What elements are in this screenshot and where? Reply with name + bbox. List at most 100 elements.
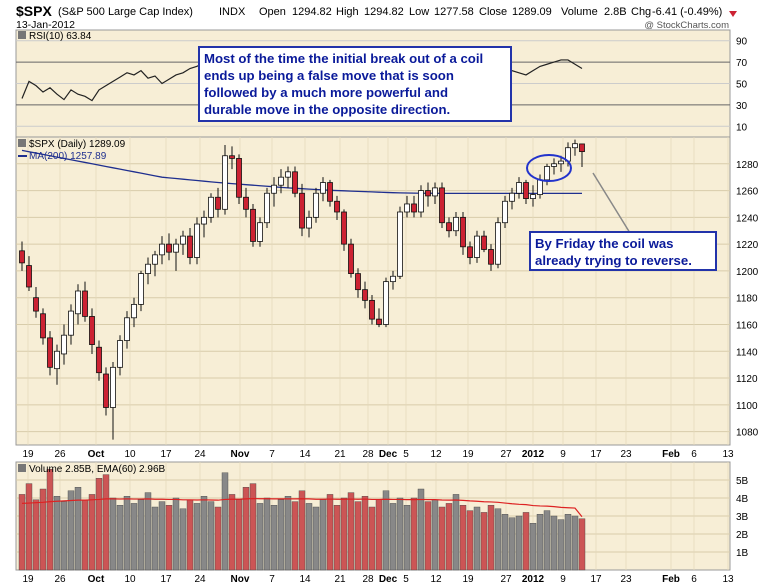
candle-body — [117, 340, 123, 368]
candle-body — [327, 182, 333, 202]
candle-body — [201, 216, 207, 225]
candle-body — [299, 192, 305, 229]
main-annotation-line: followed by a much more powerful and — [204, 85, 448, 100]
watermark: @ StockCharts.com — [644, 20, 729, 31]
volume-bar — [347, 492, 355, 571]
volume-bar — [151, 506, 159, 571]
candle-body — [362, 289, 368, 301]
volume-bar — [109, 497, 117, 571]
candle-body — [173, 243, 179, 253]
candle-body — [187, 235, 193, 258]
volume-bar — [39, 488, 47, 571]
volume-bar — [424, 501, 432, 571]
candle-body — [341, 211, 347, 245]
x-axis-label: 12 — [430, 449, 442, 460]
candle-body — [40, 313, 46, 339]
volume-bar — [277, 499, 285, 571]
candle-body — [68, 310, 74, 336]
price-tick-label: 1260 — [736, 187, 759, 198]
volume-bar — [305, 503, 313, 571]
x-axis-label: 27 — [500, 449, 512, 460]
price-tick-label: 1180 — [736, 294, 758, 305]
x-axis-label: 5 — [403, 449, 409, 460]
price-tick-label: 1120 — [736, 374, 758, 385]
high-label: High — [336, 6, 359, 18]
volume-bar — [396, 497, 404, 571]
main-annotation-line: durable move in the opposite direction. — [204, 102, 451, 117]
candle-body — [355, 273, 361, 291]
main-annotation-line: ends up being a false move that is soon — [204, 68, 454, 83]
volume-bar — [144, 492, 152, 571]
rsi-tick-label: 10 — [736, 122, 748, 133]
candle-body — [264, 192, 270, 224]
open-value: 1294.82 — [292, 6, 332, 18]
chg-value: -6.41 (-0.49%) — [652, 6, 722, 18]
rsi-legend-swatch — [18, 31, 26, 39]
volume-bar — [186, 499, 194, 571]
x-axis-label: 9 — [560, 449, 566, 460]
volume-bar — [53, 496, 61, 571]
candle-body — [334, 200, 340, 213]
candle-body — [418, 190, 424, 213]
x-axis-label: 10 — [124, 449, 136, 460]
candle-body — [278, 176, 284, 186]
volume-bar — [550, 515, 558, 571]
chart-date: 13-Jan-2012 — [16, 19, 75, 31]
main-annotation-line: Most of the time the initial break out o… — [204, 51, 484, 66]
index-name: (S&P 500 Large Cap Index) — [58, 6, 193, 18]
candle-body — [502, 200, 508, 224]
volume-label: Volume — [561, 6, 598, 18]
price-label: $SPX (Daily) 1289.09 — [29, 139, 126, 150]
candle-body — [551, 163, 557, 167]
x-axis-label: 13 — [722, 574, 734, 585]
volume-bar — [263, 497, 271, 571]
rsi-tick-label: 30 — [736, 101, 748, 112]
volume-bar — [242, 487, 250, 571]
candle-body — [19, 250, 25, 264]
candle-body — [579, 143, 585, 153]
price-tick-label: 1080 — [736, 428, 759, 439]
friday-annotation: By Friday the coil was already trying to… — [529, 231, 717, 271]
candle-body — [516, 182, 522, 194]
volume-bar — [319, 499, 327, 571]
x-axis-label: Nov — [231, 574, 250, 585]
candle-body — [348, 243, 354, 274]
candle-body — [432, 187, 438, 197]
volume-bar — [88, 494, 96, 571]
volume-bar — [214, 506, 222, 571]
volume-bar — [403, 505, 411, 571]
symbol: $SPX — [16, 3, 52, 19]
candle-body — [54, 350, 60, 370]
volume-bar — [340, 497, 348, 571]
candle-body — [523, 182, 529, 200]
volume-bar — [459, 505, 467, 571]
volume-bar — [270, 505, 278, 571]
volume-bar — [375, 499, 383, 571]
x-axis-label: 23 — [620, 574, 632, 585]
volume-panel-label: Volume 2.85B, EMA(60) 2.96B — [29, 464, 166, 475]
high-value: 1294.82 — [364, 6, 404, 18]
candle-body — [558, 160, 564, 165]
volume-bar — [354, 501, 362, 571]
volume-bar — [130, 503, 138, 571]
price-legend-swatch — [18, 139, 26, 147]
volume-bar — [529, 523, 537, 571]
candle-body — [194, 223, 200, 258]
candle-body — [180, 235, 186, 245]
candle-body — [257, 222, 263, 242]
x-axis-label: 19 — [462, 574, 474, 585]
candle-body — [103, 373, 109, 408]
x-axis-label: Dec — [379, 449, 398, 460]
volume-bar — [312, 506, 320, 571]
volume-bar — [221, 472, 229, 571]
x-axis-label: Oct — [88, 449, 105, 460]
volume-bar — [431, 499, 439, 571]
candle-body — [474, 235, 480, 258]
candle-body — [236, 158, 242, 198]
x-axis-label: 2012 — [522, 574, 545, 585]
x-axis-label: 17 — [590, 449, 602, 460]
x-axis-label: 17 — [590, 574, 602, 585]
candle-body — [229, 155, 235, 159]
volume-bar — [487, 505, 495, 571]
volume-legend-swatch — [18, 464, 26, 472]
